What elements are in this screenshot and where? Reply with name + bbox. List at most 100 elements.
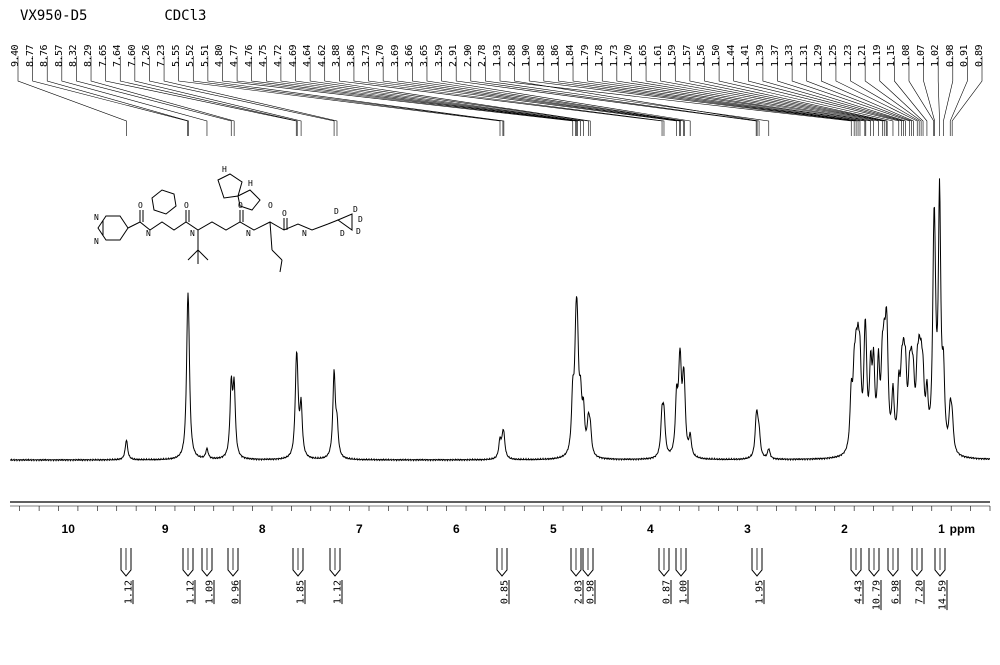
peak-label: 4.76 [244, 45, 255, 67]
peak-label: 3.88 [331, 45, 342, 67]
peak-label: 0.91 [959, 45, 970, 67]
peak-label: 1.19 [872, 45, 883, 67]
integral-marker: 1.12 [328, 548, 342, 578]
peak-label: 1.44 [726, 45, 737, 67]
peak-label: 1.02 [930, 45, 941, 67]
axis-tick-label: 4 [647, 522, 654, 536]
peak-label: 1.37 [770, 45, 781, 67]
peak-label: 1.41 [740, 45, 751, 67]
peak-label: 1.23 [843, 45, 854, 67]
peak-label: 8.32 [68, 45, 79, 67]
peak-label: 1.90 [521, 45, 532, 67]
peak-label: 1.56 [696, 45, 707, 67]
peak-label: 5.55 [171, 45, 182, 67]
peak-label: 1.70 [623, 45, 634, 67]
peak-label-strip: 9.408.778.768.578.328.297.657.647.607.26… [10, 26, 990, 136]
nmr-spectrum-plot [10, 150, 990, 490]
peak-label: 8.76 [39, 45, 50, 67]
peak-label: 2.78 [477, 45, 488, 67]
peak-label: 4.75 [258, 45, 269, 67]
peak-label: 1.79 [580, 45, 591, 67]
peak-label: 4.77 [229, 45, 240, 67]
peak-label: 5.52 [185, 45, 196, 67]
peak-label: 1.57 [682, 45, 693, 67]
integral-value: 0.85 [499, 580, 510, 604]
peak-label: 1.25 [828, 45, 839, 67]
peak-label: 7.64 [112, 45, 123, 67]
peak-label: 9.40 [10, 45, 21, 67]
axis-tick-label: 1 [938, 522, 945, 536]
axis-tick-label: 2 [841, 522, 848, 536]
integral-value: 1.12 [185, 580, 196, 604]
peak-label: 1.93 [492, 45, 503, 67]
integral-marker: 1.95 [750, 548, 764, 578]
peak-label: 2.91 [448, 45, 459, 67]
peak-label: 8.57 [54, 45, 65, 67]
integral-marker: 0.87 [657, 548, 671, 578]
peak-label: 4.72 [273, 45, 284, 67]
peak-label: 3.66 [404, 45, 415, 67]
integral-value: 14.59 [937, 580, 948, 610]
sample-id: VX950-D5 [20, 8, 87, 24]
peak-label: 1.29 [813, 45, 824, 67]
spectrum-header: VX950-D5 CDCl3 [20, 8, 206, 24]
integral-marker: 0.98 [581, 548, 595, 578]
peak-label: 1.59 [667, 45, 678, 67]
axis-unit-label: ppm [950, 522, 975, 536]
spectrum-trace [10, 150, 990, 490]
integral-value: 10.79 [871, 580, 882, 610]
solvent-label: CDCl3 [164, 8, 206, 24]
peak-label: 2.90 [463, 45, 474, 67]
peak-label: 4.64 [302, 45, 313, 67]
integral-value: 0.96 [231, 580, 242, 604]
peak-label: 2.88 [507, 45, 518, 67]
peak-label: 1.86 [550, 45, 561, 67]
integral-marker: 0.96 [226, 548, 240, 578]
integral-value: 1.12 [333, 580, 344, 604]
integral-value: 1.85 [296, 580, 307, 604]
peak-label: 3.65 [419, 45, 430, 67]
peak-label: 1.15 [886, 45, 897, 67]
peak-fan-lines [10, 26, 990, 136]
peak-label: 0.98 [945, 45, 956, 67]
peak-label: 4.62 [317, 45, 328, 67]
peak-label: 1.07 [916, 45, 927, 67]
integral-marker: 7.20 [910, 548, 924, 578]
integral-marker: 1.00 [674, 548, 688, 578]
peak-label: 5.51 [200, 45, 211, 67]
integral-value: 1.09 [204, 580, 215, 604]
peak-label: 7.23 [156, 45, 167, 67]
integral-marker: 10.79 [867, 548, 881, 578]
peak-label: 1.39 [755, 45, 766, 67]
peak-label: 1.21 [857, 45, 868, 67]
integral-value: 4.43 [854, 580, 865, 604]
integral-value: 0.98 [586, 580, 597, 604]
integral-marker: 6.98 [886, 548, 900, 578]
integral-marker: 0.85 [495, 548, 509, 578]
integral-strip: 1.121.121.090.961.851.120.852.030.980.87… [10, 548, 990, 648]
integral-marker: 4.43 [849, 548, 863, 578]
peak-label: 7.26 [141, 45, 152, 67]
integral-marker: 14.59 [933, 548, 947, 578]
peak-label: 8.29 [83, 45, 94, 67]
axis-tick-label: 9 [162, 522, 169, 536]
integral-value: 6.98 [890, 580, 901, 604]
integral-marker: 1.85 [291, 548, 305, 578]
integral-value: 2.03 [573, 580, 584, 604]
peak-label: 1.08 [901, 45, 912, 67]
axis-tick-label: 7 [356, 522, 363, 536]
peak-label: 8.77 [25, 45, 36, 67]
peak-label: 1.33 [784, 45, 795, 67]
peak-label: 1.84 [565, 45, 576, 67]
integral-marker: 1.09 [200, 548, 214, 578]
peak-label: 1.50 [711, 45, 722, 67]
peak-label: 7.65 [98, 45, 109, 67]
ppm-axis: ppm 10987654321 [10, 500, 990, 545]
integral-value: 0.87 [661, 580, 672, 604]
peak-label: 4.69 [288, 45, 299, 67]
peak-label: 1.61 [653, 45, 664, 67]
peak-label: 3.73 [361, 45, 372, 67]
integral-value: 7.20 [915, 580, 926, 604]
integral-value: 1.95 [755, 580, 766, 604]
peak-label: 1.31 [799, 45, 810, 67]
